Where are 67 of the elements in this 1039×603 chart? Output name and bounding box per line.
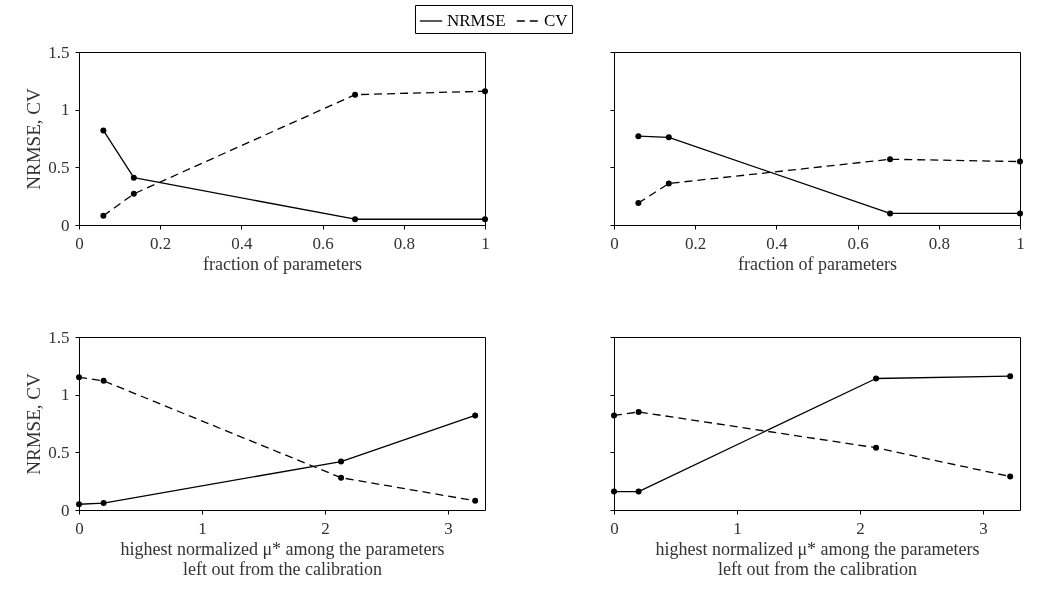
- x-tick-label: 0: [610, 233, 619, 253]
- y-tick-label: 1.5: [48, 42, 70, 62]
- x-tick-label: 0.4: [231, 233, 254, 253]
- point: [472, 412, 479, 419]
- x-tick-label: 0.2: [685, 233, 707, 253]
- x-tick-label: 0: [75, 518, 84, 538]
- point: [1007, 373, 1014, 380]
- point: [352, 91, 359, 98]
- y-tick-label: 0.5: [48, 442, 70, 462]
- point: [472, 497, 479, 504]
- point: [635, 200, 642, 207]
- point: [665, 180, 672, 187]
- x-tick-label: 3: [444, 518, 453, 538]
- x-tick-label: 0.8: [393, 233, 415, 253]
- point: [635, 133, 642, 140]
- x-axis-title: fraction of parameters: [738, 253, 897, 274]
- point: [1017, 158, 1023, 165]
- x-tick-label: 1: [733, 518, 742, 538]
- point: [100, 500, 107, 507]
- point: [1017, 210, 1023, 217]
- x-tick-label: 2: [856, 518, 865, 538]
- y-axis-title: NRMSE, CV: [23, 88, 45, 190]
- x-tick-label: 0: [75, 233, 84, 253]
- point: [338, 458, 345, 465]
- x-axis-title: highest normalized μ* among the parameters left out from the calibration: [655, 538, 980, 579]
- point: [665, 134, 672, 141]
- y-tick-label: 0: [61, 215, 70, 235]
- point: [76, 374, 82, 381]
- point: [1007, 473, 1014, 480]
- x-tick-label: 0.4: [766, 233, 789, 253]
- x-tick-label: 0.6: [312, 233, 334, 253]
- y-tick-label: 1: [61, 385, 70, 405]
- legend-label: NRMSE: [447, 11, 506, 30]
- point: [100, 377, 107, 384]
- point: [887, 210, 894, 217]
- x-tick-label: 3: [979, 518, 988, 538]
- point: [873, 375, 880, 382]
- point: [482, 216, 488, 223]
- point: [100, 127, 107, 134]
- x-axis-title: fraction of parameters: [203, 253, 362, 274]
- point: [611, 412, 617, 419]
- x-tick-label: 1: [481, 233, 490, 253]
- legend-label: CV: [544, 11, 569, 30]
- point: [887, 156, 894, 163]
- y-axis-title: NRMSE, CV: [23, 373, 45, 475]
- y-tick-label: 1.5: [48, 327, 70, 347]
- x-tick-label: 0.2: [150, 233, 172, 253]
- point: [130, 174, 137, 181]
- point: [352, 216, 359, 223]
- point: [482, 88, 488, 95]
- point: [611, 488, 617, 495]
- point: [338, 474, 345, 481]
- x-axis-title: highest normalized μ* among the parameters left out from the calibration: [120, 538, 445, 579]
- point: [635, 408, 642, 415]
- point: [100, 212, 107, 219]
- y-tick-label: 0.5: [48, 157, 70, 177]
- x-tick-label: 2: [321, 518, 330, 538]
- point: [635, 488, 642, 495]
- x-tick-label: 1: [198, 518, 207, 538]
- point: [130, 190, 137, 197]
- point: [873, 444, 880, 451]
- y-tick-label: 1: [61, 100, 70, 120]
- x-tick-label: 1: [1016, 233, 1025, 253]
- y-tick-label: 0: [61, 500, 70, 520]
- x-tick-label: 0.8: [928, 233, 950, 253]
- x-tick-label: 0: [610, 518, 619, 538]
- x-tick-label: 0.6: [847, 233, 869, 253]
